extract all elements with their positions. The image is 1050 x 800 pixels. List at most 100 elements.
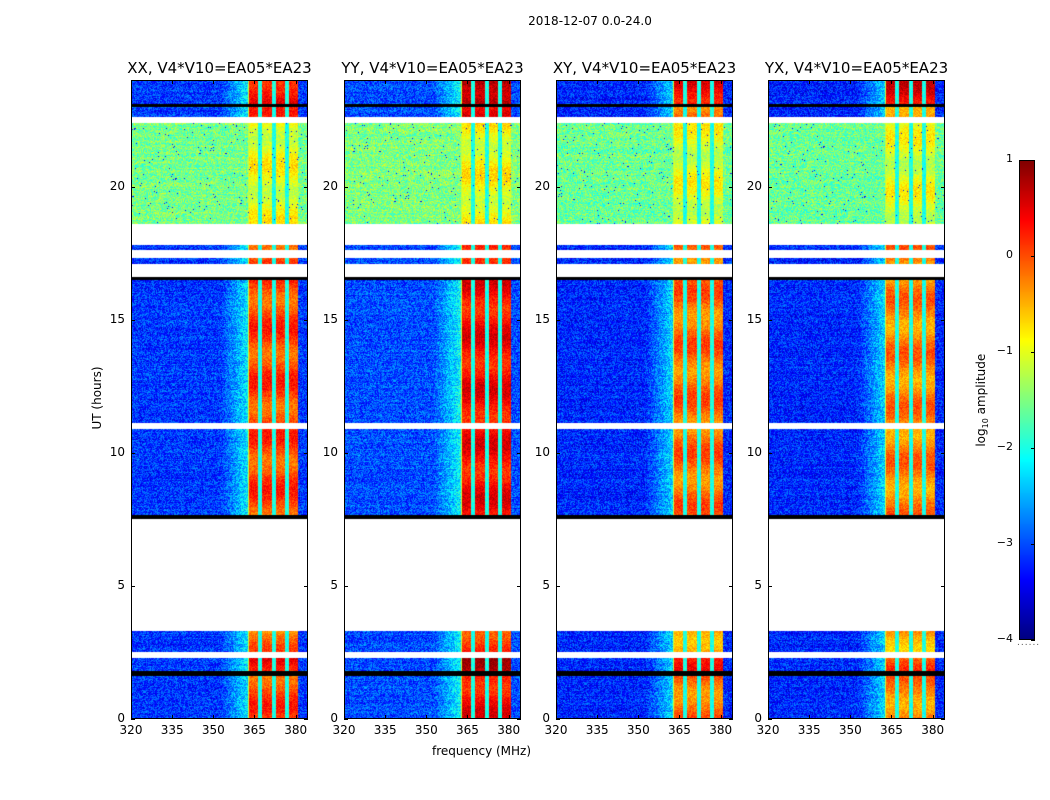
x-tick-mark: [720, 80, 722, 84]
x-tick-mark: [597, 80, 599, 84]
heatmap-image-yx: [768, 80, 945, 719]
x-tick-label: 320: [756, 723, 780, 737]
y-tick-mark: [517, 319, 521, 321]
colorbar-tick-mark: [1031, 544, 1035, 545]
colorbar-extend-dots: ......: [1017, 638, 1041, 648]
y-tick-mark: [131, 452, 135, 454]
y-tick-mark: [304, 585, 308, 587]
y-tick-mark: [344, 186, 348, 188]
colorbar-tick-label: 0: [1006, 248, 1013, 261]
y-tick-mark: [768, 452, 772, 454]
y-tick-mark: [729, 719, 733, 720]
heatmap-panel-yx: [768, 80, 945, 719]
x-tick-label: 380: [921, 723, 945, 737]
x-tick-mark: [385, 80, 387, 84]
x-tick-mark: [720, 715, 722, 719]
x-tick-mark: [172, 80, 174, 84]
colorbar-label-prefix: log: [973, 428, 988, 447]
x-tick-mark: [556, 80, 557, 84]
x-tick-label: 350: [626, 723, 650, 737]
x-tick-mark: [344, 715, 345, 719]
y-tick-label: 5: [330, 577, 338, 592]
x-tick-mark: [638, 80, 640, 84]
y-tick-label: 15: [322, 311, 338, 326]
y-tick-mark: [941, 319, 945, 321]
y-tick-mark: [517, 452, 521, 454]
y-tick-label: 15: [109, 311, 125, 326]
y-tick-mark: [768, 585, 772, 587]
panel-title-yx: YX, V4*V10=EA05*EA23: [764, 59, 949, 77]
x-tick-label: 335: [797, 723, 821, 737]
x-tick-mark: [508, 715, 510, 719]
x-tick-mark: [809, 715, 811, 719]
y-tick-mark: [941, 186, 945, 188]
y-tick-label: 10: [534, 444, 550, 459]
y-tick-label: 0: [754, 711, 762, 725]
y-tick-label: 15: [746, 311, 762, 326]
y-tick-mark: [941, 719, 945, 720]
x-tick-label: 365: [456, 723, 479, 737]
y-axis-label: UT (hours): [90, 366, 104, 430]
y-tick-mark: [729, 186, 733, 188]
x-tick-mark: [295, 80, 297, 84]
x-tick-mark: [295, 715, 297, 719]
colorbar-tick-mark: [1031, 448, 1035, 449]
x-tick-label: 365: [243, 723, 266, 737]
x-tick-label: 350: [201, 723, 225, 737]
x-tick-mark: [172, 715, 174, 719]
y-tick-label: 0: [330, 711, 338, 725]
panel-title-xy: XY, V4*V10=EA05*EA23: [552, 59, 737, 77]
x-tick-mark: [891, 715, 893, 719]
x-tick-label: 320: [544, 723, 568, 737]
y-tick-label: 10: [746, 444, 762, 459]
x-tick-mark: [131, 715, 132, 719]
x-tick-mark: [891, 80, 893, 84]
y-tick-mark: [344, 319, 348, 321]
x-tick-mark: [850, 80, 852, 84]
x-tick-mark: [344, 80, 345, 84]
x-tick-mark: [426, 715, 428, 719]
x-tick-mark: [679, 715, 681, 719]
x-tick-mark: [556, 715, 557, 719]
x-tick-mark: [131, 80, 132, 84]
colorbar-label-suffix: amplitude: [973, 353, 988, 419]
y-tick-mark: [556, 719, 560, 720]
x-tick-mark: [638, 715, 640, 719]
y-tick-mark: [729, 585, 733, 587]
y-tick-mark: [556, 319, 560, 321]
x-tick-label: 380: [497, 723, 521, 737]
x-tick-mark: [768, 80, 769, 84]
y-tick-label: 20: [109, 178, 125, 193]
x-tick-mark: [597, 715, 599, 719]
x-tick-label: 335: [585, 723, 609, 737]
x-tick-label: 380: [284, 723, 308, 737]
colorbar-tick-mark: [1031, 352, 1035, 353]
x-tick-label: 320: [332, 723, 356, 737]
y-tick-mark: [941, 585, 945, 587]
y-tick-mark: [131, 719, 135, 720]
x-tick-mark: [426, 80, 428, 84]
colorbar-tick-label: −1: [996, 344, 1013, 357]
y-tick-mark: [768, 186, 772, 188]
x-tick-label: 350: [414, 723, 438, 737]
colorbar-label-sub: 10: [981, 418, 991, 429]
x-tick-mark: [467, 80, 469, 84]
y-tick-mark: [131, 186, 135, 188]
y-tick-mark: [556, 452, 560, 454]
y-tick-mark: [941, 452, 945, 454]
y-tick-mark: [344, 585, 348, 587]
x-tick-mark: [213, 715, 215, 719]
y-tick-mark: [517, 186, 521, 188]
heatmap-image-xy: [556, 80, 733, 719]
y-tick-mark: [556, 585, 560, 587]
y-tick-mark: [131, 319, 135, 321]
x-tick-label: 335: [160, 723, 184, 737]
x-tick-mark: [932, 80, 934, 84]
colorbar-tick-mark: [1031, 640, 1035, 641]
heatmap-image-xx: [131, 80, 308, 719]
y-tick-label: 5: [542, 577, 550, 592]
colorbar-label: log10 amplitude: [974, 350, 990, 450]
y-tick-label: 20: [746, 178, 762, 193]
colorbar-tick-label: 1: [1006, 152, 1013, 165]
y-tick-label: 20: [534, 178, 550, 193]
